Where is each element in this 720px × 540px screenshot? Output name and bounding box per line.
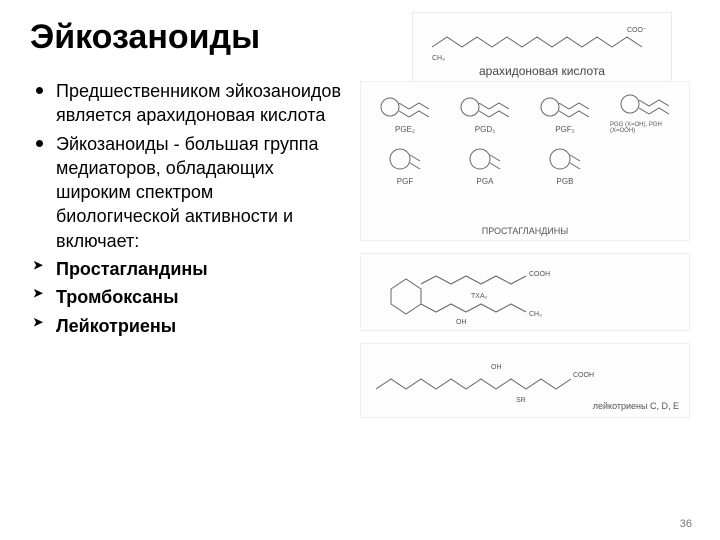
annot-coo: COO⁻ [627,27,647,34]
figures-column: PGE₂ PGD₂ PGF₂ PGG (X=OH), PGH (X=OOH) [360,79,690,418]
list-item: Тромбоксаны [30,285,342,309]
leukotrienes-caption: лейкотриены C, D, E [593,401,679,411]
mol-label: PGA [477,177,494,186]
annot: SR [516,397,526,404]
prostaglandin-row-1: PGE₂ PGD₂ PGF₂ PGG (X=OH), PGH (X=OOH) [361,82,689,134]
bullet-list: Предшественником эйкозаноидов является а… [30,79,342,418]
mol-label: PGF [397,177,413,186]
list-item: Эйкозаноиды - большая группа медиаторов,… [30,132,342,253]
annot: COOH [529,271,550,278]
arachidonic-chain: COO⁻ CH₃ [427,22,657,62]
prostaglandins-caption: ПРОСТАГЛАНДИНЫ [361,226,689,236]
mol-pge2: PGE₂ [370,86,440,134]
list-item: Лейкотриены [30,314,342,338]
mol-spacer [610,138,680,186]
mol-pgf: PGF [370,138,440,186]
prostaglandin-row-2: PGF PGA PGB [361,134,689,186]
mol-label: PGE₂ [395,125,415,134]
annot: CH₃ [529,311,542,318]
mol-pga: PGA [450,138,520,186]
figure-thromboxane: COOH CH₃ OH TXA₂ [360,253,690,331]
header-structure-caption: арахидоновая кислота [479,64,605,78]
figure-leukotrienes: COOH OH SR лейкотриены C, D, E [360,343,690,418]
list-item: Простагландины [30,257,342,281]
page-number: 36 [680,518,692,530]
annot: OH [491,364,502,371]
annot-ch3: CH₃ [432,55,445,62]
mol-pgb: PGB [530,138,600,186]
mol-label: PGF₂ [555,125,575,134]
mol-pgg-pgh: PGG (X=OH), PGH (X=OOH) [610,86,680,134]
mol-pgf2: PGF₂ [530,86,600,134]
annot: COOH [573,372,594,379]
figure-prostaglandins: PGE₂ PGD₂ PGF₂ PGG (X=OH), PGH (X=OOH) [360,81,690,241]
mol-label: PGB [557,177,574,186]
mol-label: PGD₂ [475,125,495,134]
slide-container: Эйкозаноиды COO⁻ CH₃ арахидоновая кислот… [0,0,720,540]
header-structure-arachidonic: COO⁻ CH₃ арахидоновая кислота [412,12,672,87]
list-item: Предшественником эйкозаноидов является а… [30,79,342,128]
annot: OH [456,319,467,326]
mol-label: PGG (X=OH), PGH (X=OOH) [610,122,680,134]
txa-label: TXA₂ [471,293,488,300]
content-row: Предшественником эйкозаноидов является а… [30,79,690,418]
mol-pgd2: PGD₂ [450,86,520,134]
